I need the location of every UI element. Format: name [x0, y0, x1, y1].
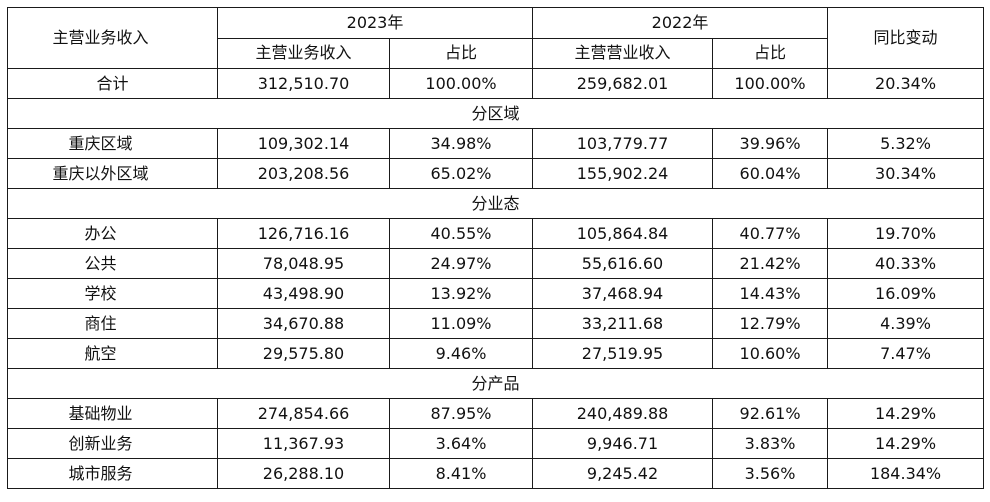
row-label: 商住 — [7, 308, 218, 339]
row-rev-2023: 34,670.88 — [217, 308, 390, 339]
row-label: 公共 — [7, 248, 218, 279]
total-share-2022: 100.00% — [712, 68, 829, 99]
row-share-2022: 60.04% — [712, 158, 829, 189]
table-wrapper: 主营业务收入 2023年 2022年 同比变动 主营业务收入 占比 主营营业收入… — [6, 7, 985, 489]
row-yoy: 5.32% — [827, 128, 985, 159]
row-share-2023: 13.92% — [388, 278, 534, 309]
row-rev-2023: 11,367.93 — [217, 428, 390, 459]
section-header-row: 分区域 — [6, 98, 985, 129]
row-rev-2022: 105,864.84 — [532, 218, 714, 249]
row-label: 办公 — [7, 218, 218, 249]
row-rev-2022: 155,902.24 — [532, 158, 714, 189]
header-yoy: 同比变动 — [827, 7, 985, 69]
total-rev-2023: 312,510.70 — [217, 68, 390, 99]
row-label: 重庆以外区域 — [7, 158, 218, 189]
row-rev-2022: 37,468.94 — [532, 278, 714, 309]
row-rev-2022: 9,245.42 — [532, 458, 714, 489]
row-rev-2022: 9,946.71 — [532, 428, 714, 459]
table-row: 城市服务 26,288.10 8.41% 9,245.42 3.56% 184.34% — [7, 458, 985, 489]
total-yoy: 20.34% — [827, 68, 985, 99]
row-label: 城市服务 — [7, 458, 218, 489]
row-share-2022: 3.56% — [712, 458, 829, 489]
row-share-2022: 12.79% — [712, 308, 829, 339]
total-row: 合计 312,510.70 100.00% 259,682.01 100.00%… — [7, 68, 985, 99]
row-yoy: 184.34% — [827, 458, 985, 489]
header-year-2022: 2022年 — [532, 7, 829, 39]
section-title: 分区域 — [6, 98, 985, 129]
row-share-2023: 11.09% — [388, 308, 534, 339]
header-row-sub: 主营业务收入 占比 主营营业收入 占比 — [8, 37, 984, 69]
table-row: 商住 34,670.88 11.09% 33,211.68 12.79% 4.39% — [7, 308, 985, 339]
row-share-2022: 10.60% — [712, 338, 829, 369]
row-rev-2022: 103,779.77 — [532, 128, 714, 159]
row-rev-2023: 26,288.10 — [217, 458, 390, 489]
row-rev-2023: 78,048.95 — [217, 248, 390, 279]
row-yoy: 4.39% — [827, 308, 985, 339]
row-rev-2023: 274,854.66 — [217, 398, 390, 429]
table-row: 基础物业 274,854.66 87.95% 240,489.88 92.61% 14.2… — [7, 398, 985, 429]
header-share-2023: 占比 — [388, 37, 534, 69]
row-rev-2022: 33,211.68 — [532, 308, 714, 339]
header-row-years: 主营业务收入 2023年 2022年 同比变动 — [7, 7, 985, 69]
row-rev-2023: 126,716.16 — [217, 218, 390, 249]
total-share-2023: 100.00% — [388, 68, 534, 99]
row-share-2023: 87.95% — [388, 398, 534, 429]
row-share-2023: 65.02% — [388, 158, 534, 189]
row-yoy: 40.33% — [827, 248, 985, 279]
total-label: 合计 — [7, 68, 218, 99]
table-row: 办公 126,716.16 40.55% 105,864.84 40.77% 19.70% — [7, 218, 985, 249]
row-share-2022: 14.43% — [712, 278, 829, 309]
row-share-2023: 40.55% — [388, 218, 534, 249]
row-rev-2023: 203,208.56 — [217, 158, 390, 189]
header-share-2022: 占比 — [712, 37, 829, 69]
row-share-2022: 39.96% — [712, 128, 829, 159]
row-share-2022: 92.61% — [712, 398, 829, 429]
header-year-2023: 2023年 — [216, 7, 534, 39]
table-row: 重庆区域 109,302.14 34.98% 103,779.77 39.96% 5.32… — [7, 128, 985, 159]
row-label: 航空 — [7, 338, 218, 369]
table-row: 学校 43,498.90 13.92% 37,468.94 14.43% 16.09% — [7, 278, 985, 309]
row-label: 学校 — [7, 278, 218, 309]
row-yoy: 14.29% — [827, 428, 985, 459]
section-header-row: 分产品 — [6, 368, 985, 399]
row-yoy: 16.09% — [827, 278, 985, 309]
table-body: 主营业务收入 2023年 2022年 同比变动 主营业务收入 占比 主营营业收入… — [6, 7, 985, 489]
table-row: 航空 29,575.80 9.46% 27,519.95 10.60% 7.47% — [7, 338, 985, 369]
section-title: 分产品 — [6, 368, 985, 399]
row-rev-2022: 55,616.60 — [532, 248, 714, 279]
section-title: 分业态 — [6, 188, 985, 219]
header-row-label: 主营业务收入 — [7, 7, 218, 69]
table-row: 公共 78,048.95 24.97% 55,616.60 21.42% 40.33% — [7, 248, 985, 279]
row-yoy: 7.47% — [827, 338, 985, 369]
header-revenue-2022: 主营营业收入 — [532, 37, 714, 69]
row-rev-2023: 29,575.80 — [217, 338, 390, 369]
row-yoy: 19.70% — [827, 218, 985, 249]
total-rev-2022: 259,682.01 — [532, 68, 714, 99]
section-header-row: 分业态 — [6, 188, 985, 219]
row-share-2022: 21.42% — [712, 248, 829, 279]
row-rev-2022: 27,519.95 — [532, 338, 714, 369]
row-rev-2023: 109,302.14 — [217, 128, 390, 159]
row-yoy: 30.34% — [827, 158, 985, 189]
header-revenue-2023: 主营业务收入 — [217, 37, 390, 69]
row-label: 创新业务 — [7, 428, 218, 459]
row-label: 重庆区域 — [7, 128, 218, 159]
row-share-2023: 9.46% — [388, 338, 534, 369]
row-share-2023: 24.97% — [388, 248, 534, 279]
row-rev-2023: 43,498.90 — [217, 278, 390, 309]
row-yoy: 14.29% — [827, 398, 985, 429]
row-label: 基础物业 — [7, 398, 218, 429]
table-row: 重庆以外区域 203,208.56 65.02% 155,902.24 60.04% 30… — [7, 158, 985, 189]
row-rev-2022: 240,489.88 — [532, 398, 714, 429]
row-share-2023: 34.98% — [388, 128, 534, 159]
table-row: 创新业务 11,367.93 3.64% 9,946.71 3.83% 14.29% — [7, 428, 985, 459]
row-share-2022: 3.83% — [712, 428, 829, 459]
revenue-table: 主营业务收入 2023年 2022年 同比变动 主营业务收入 占比 主营营业收入… — [6, 7, 985, 489]
row-share-2023: 3.64% — [388, 428, 534, 459]
row-share-2023: 8.41% — [388, 458, 534, 489]
row-share-2022: 40.77% — [712, 218, 829, 249]
